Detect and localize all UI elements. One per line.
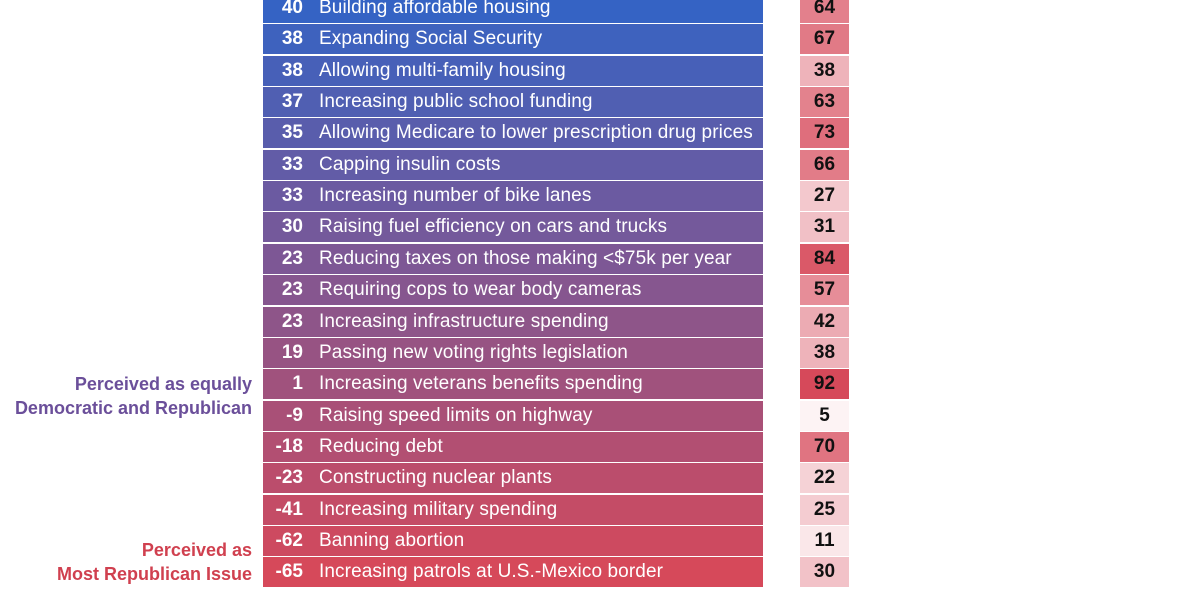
equal-issue-annotation: Perceived as equally Democratic and Repu… [15,372,252,420]
partisan-score: 23 [281,310,303,332]
policy-label: Capping insulin costs [319,153,501,175]
table-row: 38 Allowing multi-family housing [263,55,763,86]
policy-label: Increasing number of bike lanes [319,185,592,207]
support-value: 42 [800,306,849,337]
partisan-score: 38 [281,59,303,81]
partisan-score: 23 [281,247,303,269]
support-value: 11 [800,525,849,556]
table-row: -41 Increasing military spending [263,494,763,525]
table-row: 37 Increasing public school funding [263,87,763,118]
support-value: 31 [800,212,849,243]
partisan-score: 35 [281,122,303,144]
policy-label: Increasing public school funding [319,91,593,113]
policy-label: Raising fuel efficiency on cars and truc… [319,216,668,238]
table-row: -18 Reducing debt [263,431,763,462]
support-value: 84 [800,243,849,274]
table-row: 30 Raising fuel efficiency on cars and tr… [263,212,763,243]
policy-label: Passing new voting rights legislation [319,341,628,363]
policy-label: Reducing debt [319,435,443,457]
table-row: 23 Reducing taxes on those making <$75k p… [263,243,763,274]
support-value: 25 [800,494,849,525]
support-value: 30 [800,557,849,588]
support-value: 66 [800,149,849,180]
support-value: 63 [800,87,849,118]
support-value: 27 [800,181,849,212]
partisan-score: 33 [281,153,303,175]
republican-annotation-line-2: Most Republican Issue [56,564,252,584]
partisan-score: 37 [281,91,303,113]
partisan-score: 38 [281,28,303,50]
policy-label: Expanding Social Security [319,28,543,50]
support-value: 67 [800,24,849,55]
policy-label: Increasing military spending [319,498,558,520]
republican-annotation-line-1: Perceived as [141,540,252,560]
table-row: 23 Requiring cops to wear body cameras [263,275,763,306]
support-value: 38 [800,55,849,86]
table-row: 1 Increasing veterans benefits spending [263,369,763,400]
partisan-score: -62 [275,529,303,551]
equal-annotation-line-1: Perceived as equally [74,374,252,394]
support-value: 38 [800,337,849,368]
table-row: 33 Capping insulin costs [263,149,763,180]
table-row: 19 Passing new voting rights legislation [263,337,763,368]
policy-label: Building affordable housing [319,0,551,18]
support-value: 22 [800,463,849,494]
partisan-score: 30 [281,216,303,238]
partisan-score: -23 [275,467,303,489]
policy-label: Allowing Medicare to lower prescription … [319,122,753,144]
policy-label: Increasing veterans benefits spending [319,373,643,395]
support-value: 57 [800,275,849,306]
partisan-score: 19 [281,341,303,363]
partisan-score: -9 [286,404,303,426]
policy-label: Increasing patrols at U.S.-Mexico border [319,561,664,583]
support-value: 73 [800,118,849,149]
table-row: 35 Allowing Medicare to lower prescriptio… [263,118,763,149]
partisan-score: -18 [275,435,303,457]
policy-label: Banning abortion [319,529,465,551]
table-row: 23 Increasing infrastructure spending [263,306,763,337]
policy-label: Requiring cops to wear body cameras [319,279,642,301]
partisan-score: 40 [281,0,303,18]
table-row: -23 Constructing nuclear plants [263,463,763,494]
policy-label: Reducing taxes on those making <$75k per… [319,247,732,269]
table-row: -62 Banning abortion [263,525,763,556]
partisan-score: -65 [275,561,303,583]
partisan-score: 33 [281,185,303,207]
support-value: 64 [800,0,849,23]
table-row: 40 Building affordable housing [263,0,763,23]
table-row: -9 Raising speed limits on highway [263,400,763,431]
policy-label: Increasing infrastructure spending [319,310,609,332]
partisan-score: 23 [281,279,303,301]
policy-label: Allowing multi-family housing [319,59,566,81]
table-row: -65 Increasing patrols at U.S.-Mexico bor… [263,557,763,588]
support-value: 5 [800,400,849,431]
partisan-score: -41 [275,498,303,520]
policy-label: Constructing nuclear plants [319,467,552,489]
table-row: 33 Increasing number of bike lanes [263,181,763,212]
partisan-score: 1 [292,373,303,395]
equal-annotation-line-2: Democratic and Republican [14,398,252,418]
table-row: 38 Expanding Social Security [263,24,763,55]
policy-label: Raising speed limits on highway [319,404,593,426]
republican-issue-annotation: Perceived as Most Republican Issue [57,538,252,586]
support-value: 70 [800,431,849,462]
support-value: 92 [800,369,849,400]
